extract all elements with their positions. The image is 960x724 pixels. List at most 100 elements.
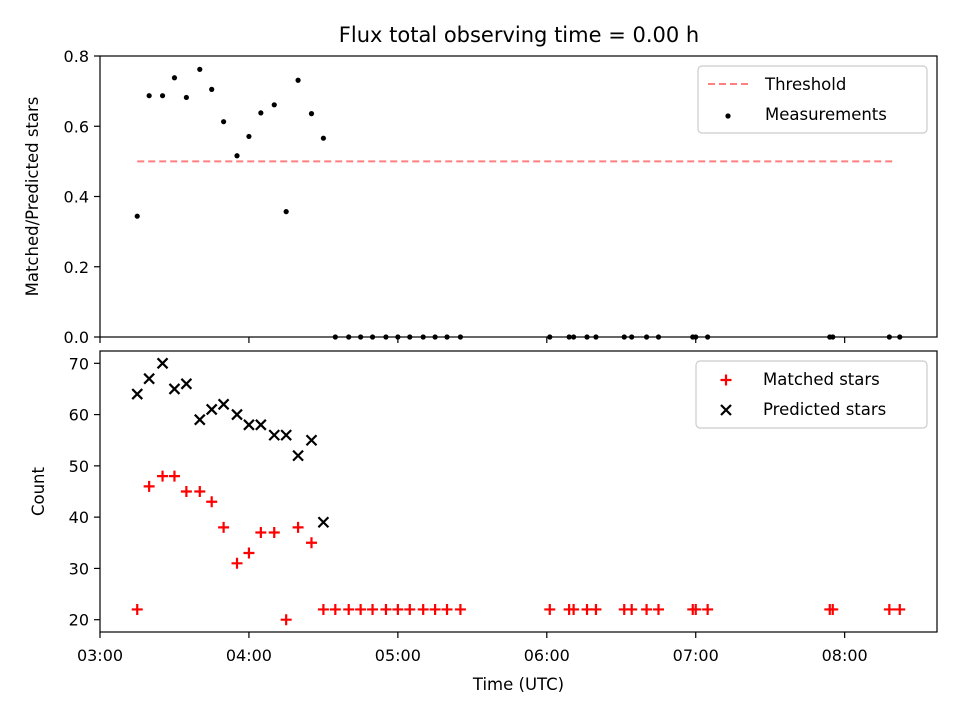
measurement-point: [358, 334, 364, 340]
measurement-point: [432, 334, 438, 340]
measurement-point: [693, 334, 699, 340]
measurement-point: [571, 334, 577, 340]
measurement-point: [830, 334, 836, 340]
y-tick-label: 0.2: [64, 258, 89, 277]
legend-box: [697, 65, 928, 134]
measurement-point: [283, 209, 289, 215]
matched-star-point: [268, 527, 280, 539]
measurement-point: [246, 133, 252, 140]
measurement-point: [420, 334, 426, 340]
measurement-point: [369, 334, 376, 340]
x-tick-label: 08:00: [822, 646, 868, 665]
y-tick-label: 0.6: [64, 117, 89, 136]
matched-star-point: [157, 470, 169, 482]
y-tick-label: 0.8: [64, 47, 89, 66]
measurement-point: [197, 66, 203, 72]
matched-star-point: [626, 603, 638, 615]
y-tick-label: 30: [69, 559, 89, 578]
predicted-star-point: [268, 429, 281, 441]
chart-title: Flux total observing time = 0.00 h: [339, 23, 699, 47]
matched-star-point: [690, 603, 702, 615]
measurement-point: [346, 334, 352, 340]
matched-star-point: [568, 603, 580, 615]
predicted-star-point: [143, 372, 155, 385]
measurement-point: [320, 135, 326, 141]
matched-star-point: [590, 603, 602, 615]
matched-star-point: [243, 547, 255, 559]
predicted-star-point: [255, 419, 267, 431]
legend-predicted-swatch: [720, 404, 732, 416]
legend-measurement-swatch: [725, 113, 731, 119]
matched-star-point: [355, 603, 367, 615]
matched-star-point: [168, 470, 180, 482]
measurement-point: [258, 110, 264, 116]
matched-star-point: [894, 603, 906, 615]
predicted-star-point: [317, 516, 330, 529]
matched-star-point: [206, 496, 218, 508]
measurement-point: [134, 213, 140, 219]
legend-measurement-label: Measurements: [765, 105, 887, 124]
bottom-plot: 20 30 40 50 60 70 03:00 04:00 05:00 06:00 07:00 08:…: [29, 350, 938, 694]
x-tick-label: 03:00: [77, 646, 123, 665]
x-tick-label: 05:00: [375, 646, 421, 665]
measurement-point: [295, 77, 301, 83]
matched-star-point: [429, 603, 441, 615]
plot-frame: [99, 350, 938, 633]
matched-star-point: [329, 603, 341, 615]
y-axis-label: Matched/Predicted stars: [23, 97, 42, 297]
matched-star-point: [194, 486, 206, 497]
y-tick-label: 50: [69, 457, 89, 476]
matched-star-point: [305, 537, 317, 549]
predicted-star-point: [217, 398, 230, 411]
measurement-point: [629, 334, 635, 340]
predicted-star-point: [180, 378, 193, 390]
predicted-star-point: [168, 383, 181, 395]
legend-matched-label: Matched stars: [763, 370, 880, 389]
measurement-point: [444, 334, 450, 340]
measurement-point: [886, 334, 892, 340]
measurement-point: [183, 94, 189, 101]
matched-star-point: [231, 557, 243, 569]
measurement-point: [457, 334, 464, 340]
measurement-point: [705, 334, 711, 340]
matched-star-point: [652, 603, 664, 615]
measurement-point: [146, 93, 152, 99]
measurement-point: [171, 75, 178, 81]
legend-top: Threshold Measurements: [697, 65, 928, 134]
matched-star-point: [255, 527, 267, 539]
y-tick-label: 70: [69, 354, 89, 373]
measurement-point: [332, 334, 338, 340]
matched-star-point: [392, 603, 404, 615]
matched-star-point: [454, 603, 466, 615]
predicted-star-point: [156, 357, 169, 370]
predicted-star-point: [231, 408, 243, 421]
matched-star-point: [417, 603, 429, 615]
matched-star-point: [827, 603, 839, 615]
matched-star-point: [317, 603, 329, 615]
predicted-star-point: [305, 434, 318, 447]
matched-star-point: [404, 603, 416, 615]
legend-box: [695, 360, 928, 429]
matched-star-point: [380, 603, 392, 615]
measurement-point: [566, 334, 572, 340]
predicted-star-point: [280, 429, 292, 441]
matched-star-point: [218, 521, 230, 533]
measurement-point: [271, 102, 277, 108]
y-tick-label: 0.4: [64, 188, 89, 207]
measurement-point: [655, 334, 662, 340]
matched-star-point: [441, 603, 453, 615]
measurement-point: [209, 86, 215, 92]
x-tick-label: 07:00: [673, 646, 719, 665]
y-tick-label: 20: [69, 611, 89, 630]
measurement-point: [308, 111, 315, 117]
measurement-point: [395, 334, 401, 340]
y-axis-label: Count: [29, 466, 48, 516]
predicted-star-point: [292, 449, 304, 462]
matched-star-point: [641, 603, 653, 615]
x-axis-label: Time (UTC): [472, 675, 564, 694]
legend-threshold-label: Threshold: [764, 75, 846, 94]
measurement-point: [234, 153, 240, 159]
matched-star-point: [143, 480, 155, 492]
x-tick-label: 04:00: [226, 646, 272, 665]
